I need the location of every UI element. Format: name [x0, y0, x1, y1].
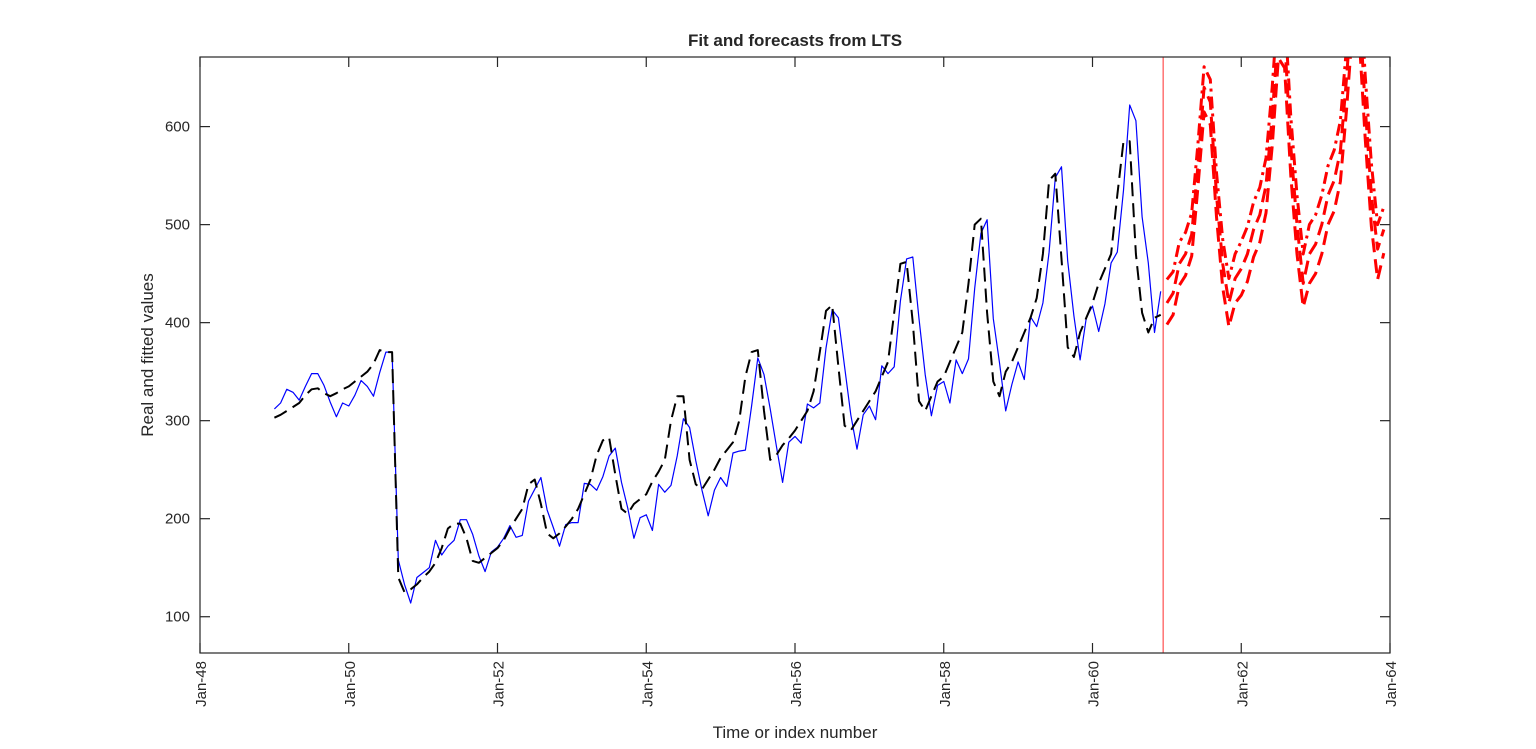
x-tick-label: Jan-60 [1086, 661, 1103, 707]
y-tick-label: 200 [165, 511, 190, 528]
y-tick-label: 600 [165, 119, 190, 136]
x-tick-label: Jan-50 [342, 661, 359, 707]
x-axis-label: Time or index number [713, 723, 878, 742]
chart-title: Fit and forecasts from LTS [688, 31, 902, 50]
series-forecast-lower-line [1165, 57, 1386, 329]
x-tick-label: Jan-54 [639, 661, 656, 707]
x-tick-label: Jan-56 [788, 661, 805, 707]
x-tick-label: Jan-62 [1234, 661, 1251, 707]
x-tick-label: Jan-64 [1383, 661, 1400, 707]
y-tick-label: 300 [165, 413, 190, 430]
x-tick-label: Jan-52 [491, 661, 508, 707]
y-tick-label: 100 [165, 609, 190, 626]
x-tick-label: Jan-48 [193, 661, 210, 707]
series-forecast-line [1165, 57, 1386, 305]
y-axis-label: Real and fitted values [138, 273, 157, 437]
x-tick-label: Jan-58 [937, 661, 954, 707]
series-real-line [273, 104, 1162, 604]
y-tick-label: 400 [165, 315, 190, 332]
y-tick-label: 500 [165, 217, 190, 234]
series-forecast-upper-line [1165, 57, 1386, 281]
series-fitted-line [273, 140, 1162, 594]
